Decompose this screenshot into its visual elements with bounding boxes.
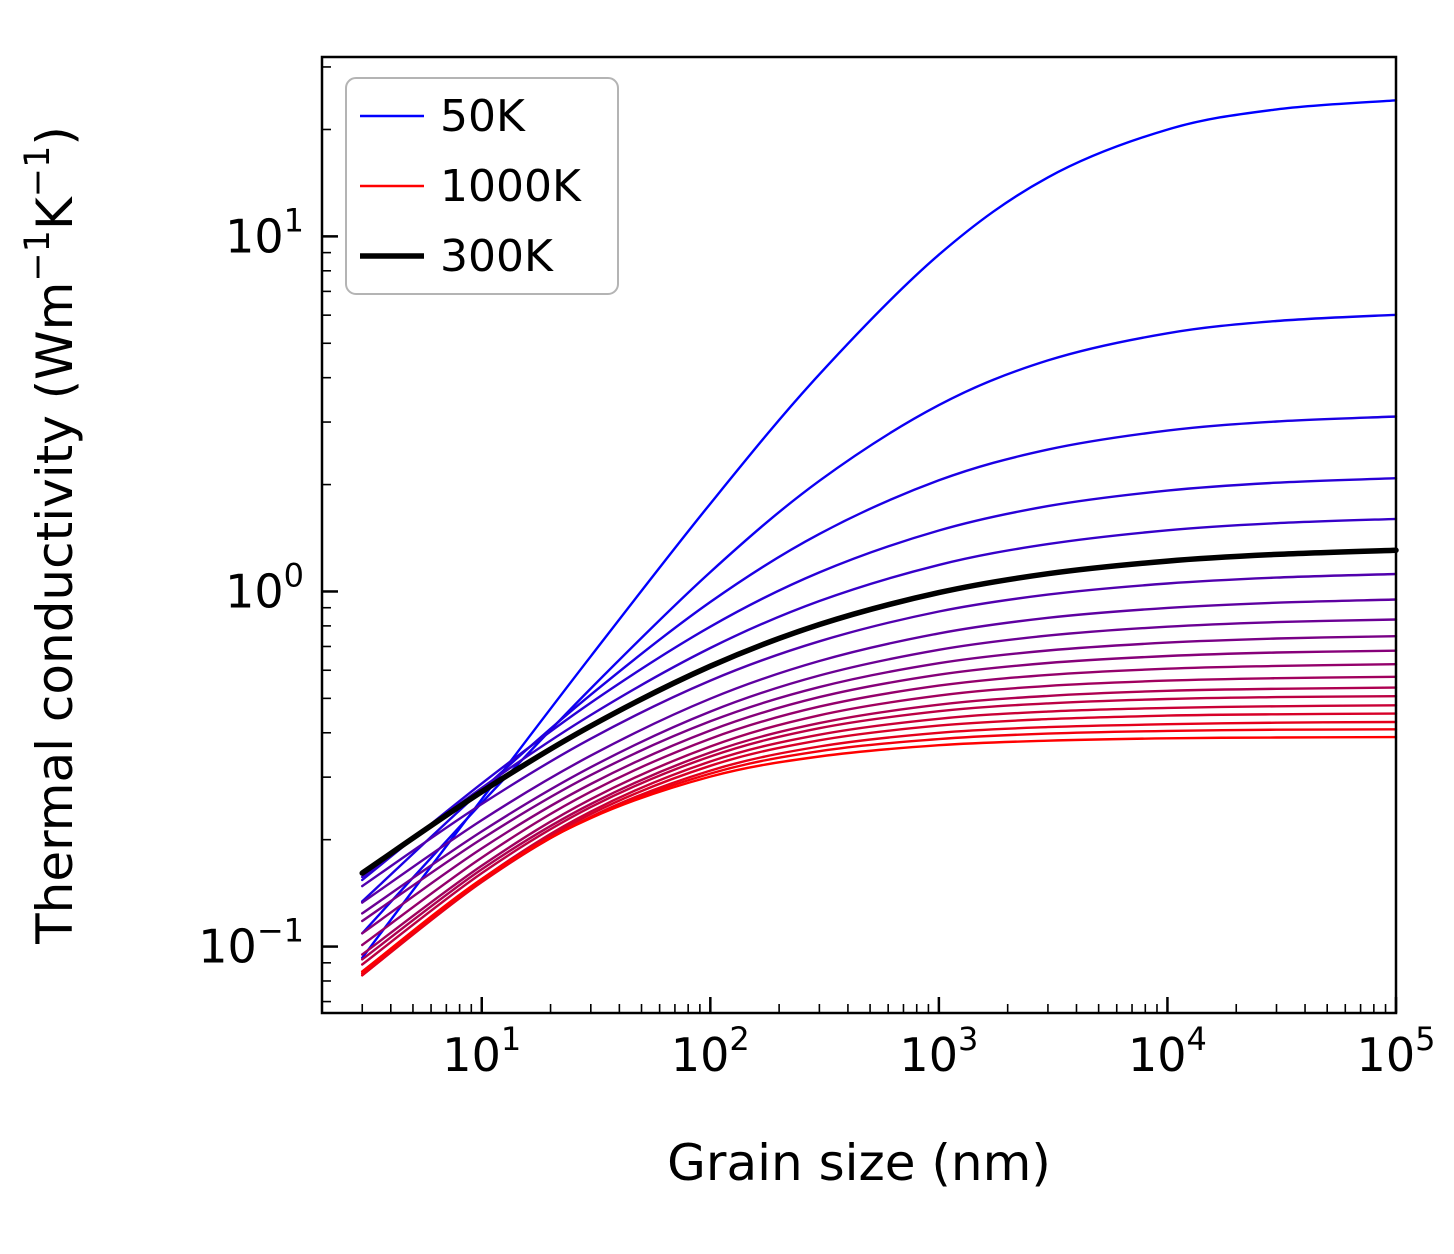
legend-label: 300K <box>440 231 554 282</box>
series-line-650K <box>361 675 1398 956</box>
x-tick-label: 104 <box>1128 1020 1207 1082</box>
x-tick-label: 102 <box>671 1020 750 1082</box>
series-line-500K <box>361 635 1398 923</box>
series-line-50K <box>361 99 1398 959</box>
plot-frame <box>320 55 1398 1015</box>
series-line-150K <box>361 415 1398 903</box>
series-line-100K <box>361 313 1398 935</box>
series-line-400K <box>361 598 1398 904</box>
legend-label: 1000K <box>440 161 582 212</box>
series-line-200K <box>361 477 1398 882</box>
legend: 50K 1000K 300K <box>345 77 619 295</box>
legend-box <box>345 77 619 295</box>
curves-group <box>359 99 1399 977</box>
axes-group: 101 102 103 104 105 10−1 100 101 <box>198 55 1436 1082</box>
x-tick-label: 105 <box>1357 1020 1436 1082</box>
y-tick-label: 100 <box>225 556 304 618</box>
legend-label: 50K <box>440 91 526 142</box>
series-line-1000K <box>361 735 1398 973</box>
x-axis-label: Grain size (nm) <box>667 1134 1051 1192</box>
series-line-350K <box>361 572 1398 888</box>
y-tick-label: 10−1 <box>198 912 304 974</box>
y-axis-label: Thermal conductivity (Wm−1K−1) <box>18 126 84 945</box>
series-line-700K <box>361 686 1398 961</box>
y-tick-label: 101 <box>225 201 304 263</box>
x-tick-label: 101 <box>442 1020 521 1082</box>
series-line-750K <box>361 695 1398 966</box>
series-line-250K <box>361 517 1398 879</box>
x-tick-label: 103 <box>899 1020 978 1082</box>
series-line-600K <box>361 663 1398 947</box>
series-line-300K <box>359 547 1399 876</box>
series-line-550K <box>361 649 1398 935</box>
series-line-450K <box>361 618 1398 915</box>
